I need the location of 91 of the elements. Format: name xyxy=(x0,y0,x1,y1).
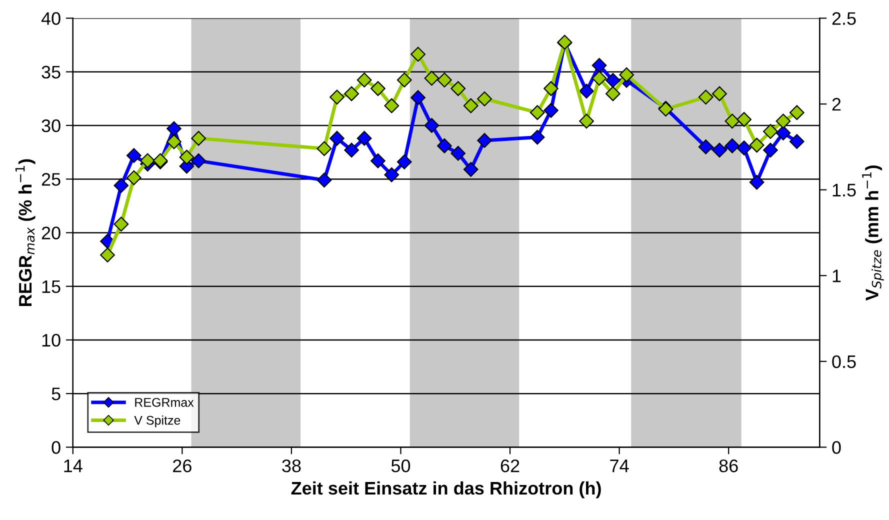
point xyxy=(736,112,752,127)
y2-tick-label: 2.5 xyxy=(832,12,856,25)
y-tick-label: 40 xyxy=(41,12,60,25)
x-tick-label: 38 xyxy=(282,459,301,472)
point xyxy=(789,105,804,120)
point xyxy=(450,146,466,161)
y-tick-label: 5 xyxy=(52,388,60,400)
point xyxy=(736,140,752,156)
point xyxy=(763,142,778,158)
y2-tick-label: 0.5 xyxy=(832,355,856,368)
point xyxy=(763,124,778,139)
point xyxy=(384,98,400,114)
x-tick-label: 50 xyxy=(391,459,410,472)
y2-tick-label: 2 xyxy=(832,98,841,111)
point xyxy=(463,98,478,114)
point xyxy=(316,172,332,188)
point xyxy=(126,148,142,163)
point xyxy=(344,142,359,158)
point xyxy=(166,134,182,150)
y-tick-label: 15 xyxy=(42,280,60,294)
point xyxy=(179,150,194,165)
point xyxy=(410,46,426,62)
point xyxy=(712,86,727,102)
x-tick-label: 86 xyxy=(719,459,738,472)
point xyxy=(191,153,206,168)
point xyxy=(592,70,607,86)
point xyxy=(619,67,634,82)
point xyxy=(776,126,791,140)
x-tick-label: 62 xyxy=(500,459,520,472)
x-axis-title: Zeit seit Einsatz in das Rhizotron (h) xyxy=(291,481,601,498)
point xyxy=(776,114,791,129)
point xyxy=(712,142,727,158)
point xyxy=(344,86,359,102)
legend-label: V Spitze xyxy=(134,416,180,428)
point xyxy=(749,138,764,153)
point xyxy=(450,81,466,96)
point xyxy=(100,248,115,262)
y-axis-title: REGR$_{max}$ (% h$^{−1}$) xyxy=(15,159,36,306)
point xyxy=(724,138,740,154)
y-tick-label: 0 xyxy=(52,441,60,454)
point xyxy=(789,134,804,149)
y2-tick-label: 1 xyxy=(832,270,841,282)
point xyxy=(477,133,492,148)
point xyxy=(316,141,332,156)
legend-label: REGRmax xyxy=(135,398,194,407)
point xyxy=(724,114,740,129)
x-tick-label: 14 xyxy=(64,460,82,472)
y-tick-label: 30 xyxy=(42,119,60,132)
point xyxy=(126,170,142,186)
point xyxy=(437,72,452,88)
point xyxy=(463,162,478,177)
point xyxy=(114,216,129,232)
point xyxy=(437,138,452,154)
point xyxy=(356,130,372,146)
point xyxy=(370,81,386,96)
point xyxy=(140,153,156,168)
point xyxy=(530,130,545,145)
point xyxy=(330,130,344,146)
point xyxy=(698,90,714,105)
point xyxy=(356,72,372,88)
point xyxy=(410,90,426,105)
point xyxy=(166,121,182,136)
point xyxy=(330,90,344,105)
point xyxy=(592,58,607,73)
point xyxy=(606,86,620,102)
point xyxy=(749,174,764,190)
x-tick-label: 26 xyxy=(173,459,192,472)
point xyxy=(424,118,440,133)
point xyxy=(544,103,558,118)
point xyxy=(579,114,594,129)
point xyxy=(396,72,412,88)
point xyxy=(384,167,400,182)
point xyxy=(606,72,620,88)
point xyxy=(698,139,714,154)
x-tick-label: 74 xyxy=(610,460,629,472)
y2-tick-label: 1.5 xyxy=(832,184,856,197)
y2-tick-label: 0 xyxy=(832,441,841,454)
point xyxy=(370,153,386,168)
y-tick-label: 25 xyxy=(42,173,60,186)
point xyxy=(477,91,492,106)
y-tick-label: 35 xyxy=(42,66,60,79)
y2-axis-title: V$_{Spitze}$ (mm h$^{−1}$) xyxy=(862,166,884,301)
point xyxy=(530,105,545,120)
point xyxy=(114,178,129,193)
point xyxy=(424,70,440,86)
point xyxy=(579,84,594,99)
point xyxy=(544,81,558,96)
point xyxy=(191,130,206,146)
point xyxy=(396,154,412,170)
y-tick-label: 10 xyxy=(42,334,60,347)
y-tick-label: 20 xyxy=(42,226,60,240)
